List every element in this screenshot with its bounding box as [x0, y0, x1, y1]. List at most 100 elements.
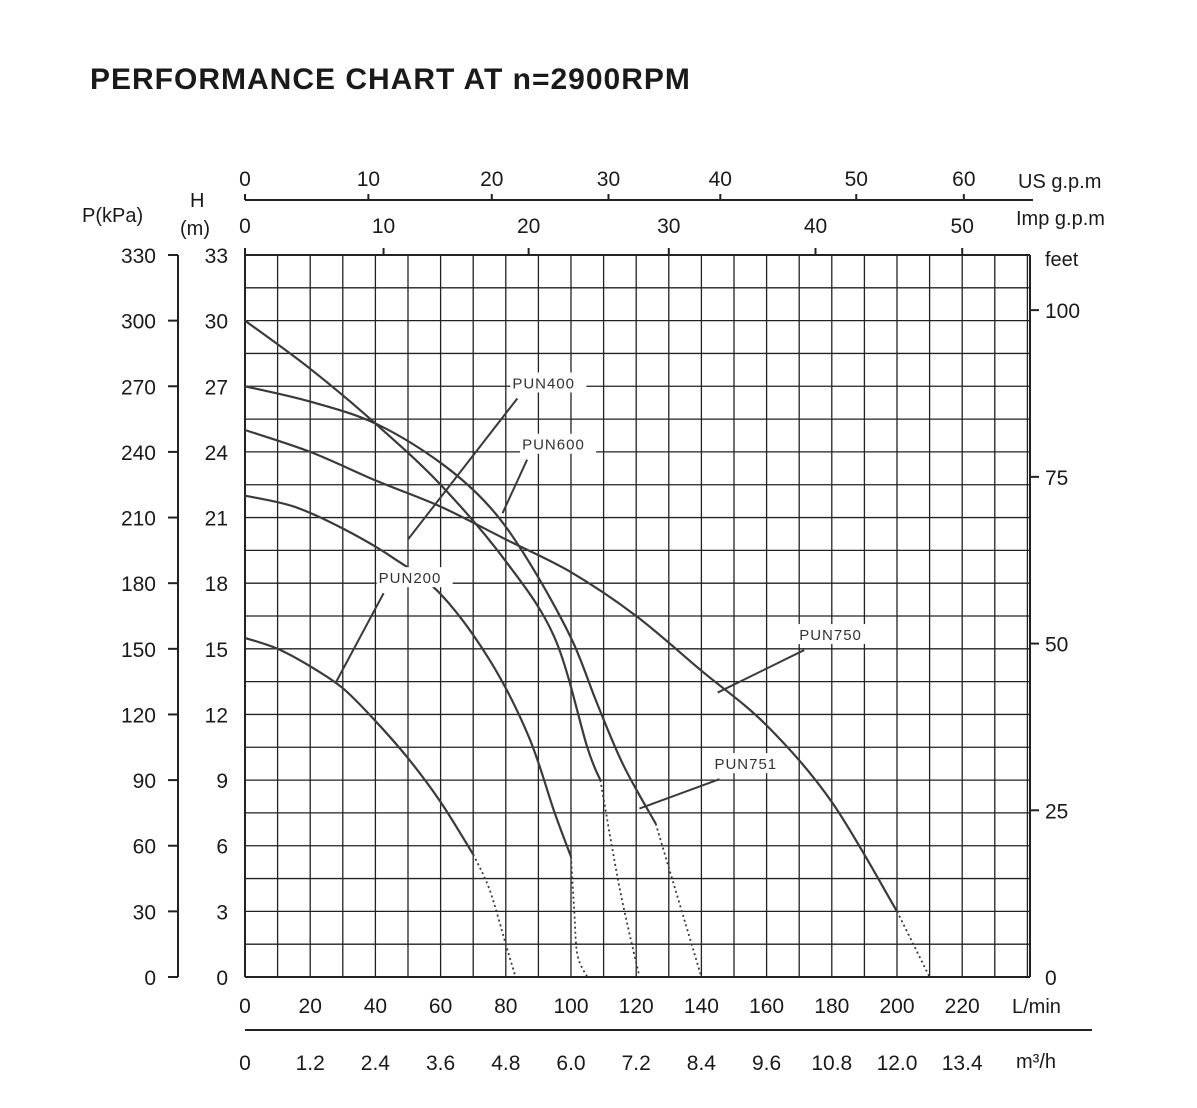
head-tick-label: 15: [205, 639, 228, 662]
feet-axis-label: feet: [1045, 249, 1079, 271]
head-tick-label: 6: [216, 836, 228, 859]
usgpm-tick-label: 40: [709, 168, 732, 191]
feet-tick-label: 100: [1045, 300, 1080, 323]
lmin-tick-label: 120: [619, 995, 654, 1018]
lmin-tick-label: 160: [749, 995, 784, 1018]
impgpm-tick-label: 10: [372, 215, 395, 238]
impgpm-axis-label: Imp g.p.m: [1016, 208, 1105, 230]
curve-pun400: [244, 494, 573, 858]
usgpm-tick-label: 30: [597, 168, 620, 191]
callout-bg-pun400: [510, 372, 587, 393]
callout-line-pun400: [407, 397, 519, 541]
pressure-tick-label: 210: [121, 508, 156, 531]
curve-pun751: [244, 385, 657, 825]
lmin-tick-label: 100: [553, 995, 588, 1018]
feet-tick-label: 50: [1045, 634, 1068, 657]
impgpm-tick-label: 50: [951, 215, 974, 238]
head-tick-label: 3: [216, 901, 228, 924]
impgpm-tick-label: 0: [239, 215, 251, 238]
usgpm-tick-label: 60: [952, 168, 975, 191]
usgpm-tick-label: 20: [480, 168, 503, 191]
usgpm-tick-label: 0: [239, 168, 251, 191]
impgpm-tick-label: 40: [804, 215, 827, 238]
axes: 0306090120150180210240270300330036912151…: [82, 168, 1105, 1075]
pressure-tick-label: 300: [121, 311, 156, 334]
lmin-tick-label: 220: [945, 995, 980, 1018]
head-tick-label: 30: [205, 311, 228, 334]
lmin-tick-label: 60: [429, 995, 452, 1018]
pressure-tick-label: 180: [121, 573, 156, 596]
lmin-tick-label: 0: [239, 995, 251, 1018]
callout-bg-pun600: [520, 433, 597, 454]
lmin-tick-label: 200: [879, 995, 914, 1018]
head-tick-label: 18: [205, 573, 228, 596]
chart-title: PERFORMANCE CHART AT n=2900RPM: [90, 63, 691, 96]
m3h-tick-label: 7.2: [622, 1052, 651, 1075]
head-tick-label: 33: [205, 245, 228, 268]
callout-bg-pun750: [797, 624, 874, 645]
callout-label-pun750: PUN750: [799, 627, 862, 644]
head-tick-label: 12: [205, 704, 228, 727]
feet-tick-label: 75: [1045, 467, 1068, 490]
callout-label-pun751: PUN751: [714, 756, 777, 773]
callout-label-pun600: PUN600: [522, 437, 585, 454]
pressure-tick-label: 150: [121, 639, 156, 662]
curve-pun750: [244, 428, 898, 912]
m3h-tick-label: 3.6: [426, 1052, 455, 1075]
curve-pun200: [244, 636, 475, 856]
feet-tick-label: 0: [1045, 967, 1057, 990]
callout-line-pun200: [335, 592, 385, 683]
curve-pun750-extension: [896, 910, 931, 978]
head-tick-label: 0: [216, 967, 228, 990]
lmin-tick-label: 80: [494, 995, 517, 1018]
m3h-axis-label: m³/h: [1016, 1051, 1056, 1073]
lmin-tick-label: 180: [814, 995, 849, 1018]
lmin-tick-label: 140: [684, 995, 719, 1018]
curve-pun600-extension: [599, 779, 641, 978]
usgpm-axis-label: US g.p.m: [1018, 171, 1101, 193]
labels: PUN200 PUN400 PUN600 PUN750 PUN751: [335, 372, 874, 810]
usgpm-tick-label: 50: [845, 168, 868, 191]
curve-pun400-extension: [570, 856, 589, 978]
head-tick-label: 21: [205, 508, 228, 531]
pressure-tick-label: 120: [121, 704, 156, 727]
m3h-tick-label: 1.2: [296, 1052, 325, 1075]
feet-tick-label: 25: [1045, 800, 1068, 823]
m3h-tick-label: 8.4: [687, 1052, 717, 1075]
callout-line-pun600: [501, 459, 529, 514]
curve-pun600: [244, 319, 602, 781]
head-tick-label: 27: [205, 376, 228, 399]
head-axis-label: H: [190, 190, 204, 212]
pressure-tick-label: 90: [133, 770, 156, 793]
curve-pun751-extension: [654, 823, 703, 978]
usgpm-tick-label: 10: [357, 168, 380, 191]
curve-pun200-extension: [472, 854, 517, 978]
m3h-tick-label: 10.8: [811, 1052, 852, 1075]
callout-line-pun751: [639, 778, 720, 810]
callout-line-pun750: [717, 649, 805, 694]
m3h-tick-label: 4.8: [491, 1052, 520, 1075]
head-tick-label: 24: [205, 442, 229, 465]
pressure-tick-label: 60: [133, 836, 156, 859]
pressure-tick-label: 30: [133, 901, 156, 924]
pressure-tick-label: 270: [121, 376, 156, 399]
m3h-tick-label: 13.4: [942, 1052, 983, 1075]
impgpm-tick-label: 20: [517, 215, 540, 238]
m3h-tick-label: 9.6: [752, 1052, 781, 1075]
m3h-tick-label: 12.0: [877, 1052, 918, 1075]
m3h-tick-label: 2.4: [361, 1052, 391, 1075]
pressure-axis-label: P(kPa): [82, 205, 143, 227]
callout-bg-pun751: [712, 753, 789, 774]
m3h-tick-label: 6.0: [556, 1052, 585, 1075]
lmin-tick-label: 40: [364, 995, 387, 1018]
callout-label-pun200: PUN200: [379, 570, 442, 587]
m3h-tick-label: 0: [239, 1052, 251, 1075]
head-axis-unit: (m): [180, 218, 210, 240]
pressure-tick-label: 330: [121, 245, 156, 268]
lmin-axis-label: L/min: [1012, 996, 1061, 1018]
curves: [244, 319, 931, 978]
pressure-tick-label: 0: [144, 967, 156, 990]
impgpm-tick-label: 30: [657, 215, 680, 238]
pressure-tick-label: 240: [121, 442, 156, 465]
